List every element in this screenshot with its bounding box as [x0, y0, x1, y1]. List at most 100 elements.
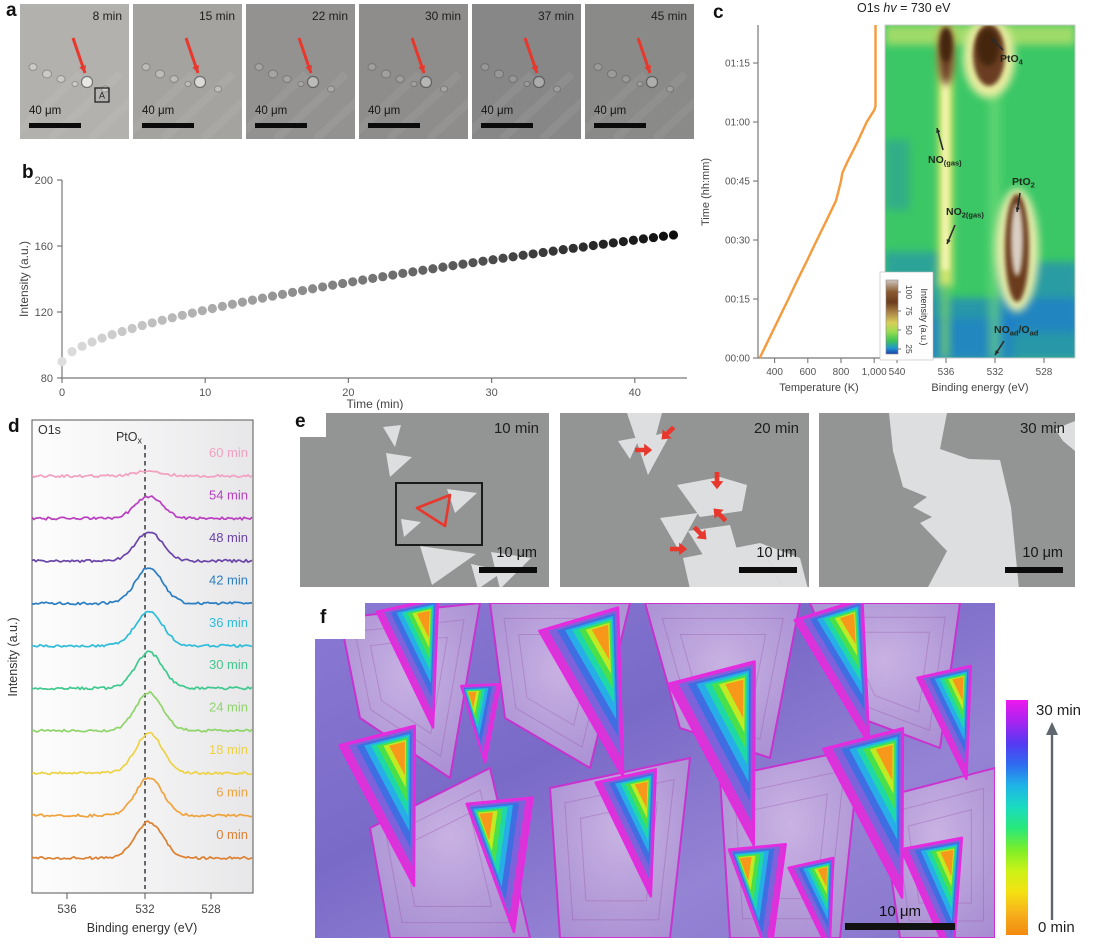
data-point	[67, 347, 77, 357]
data-point	[638, 234, 648, 244]
x-tick-label: 0	[59, 387, 65, 399]
tracked-bubble	[419, 75, 433, 89]
crystal-island	[660, 513, 698, 549]
colorbar-max-label: 30 min	[1036, 702, 1081, 719]
frame-graphics	[133, 37, 242, 139]
spectrum-time-label: 24 min	[209, 700, 248, 715]
temperature-tick-label: 800	[833, 367, 850, 378]
data-point	[197, 306, 207, 316]
crystal-island	[889, 413, 1019, 587]
growth-front-arrow	[669, 542, 688, 556]
colorbar	[885, 279, 899, 355]
time-tick-label: 00:15	[725, 295, 750, 306]
data-point	[378, 272, 388, 282]
x-tick-label: 20	[342, 387, 354, 399]
scale-label: 10 μm	[1022, 545, 1063, 561]
growth-fan-ring	[817, 867, 828, 887]
annotation-arrowhead	[644, 65, 651, 73]
growth-fan-ring	[468, 691, 477, 709]
bubble	[508, 75, 518, 83]
data-point	[328, 280, 338, 290]
frame-time-label: 22 min	[311, 9, 348, 23]
bubble	[169, 75, 179, 83]
texture-streak	[426, 97, 468, 139]
corner-label: O1s	[38, 423, 61, 437]
bubble	[621, 75, 631, 83]
panel-f-label: f	[320, 607, 327, 628]
temperature-tick-label: 400	[766, 367, 783, 378]
bubble	[440, 85, 448, 93]
sem-frame-graphics	[889, 413, 1075, 587]
texture-streak	[87, 97, 129, 139]
annotation-arrowhead	[991, 38, 996, 43]
data-point	[318, 282, 328, 292]
column-532	[988, 90, 1001, 358]
data-point	[388, 270, 398, 280]
data-point	[518, 250, 528, 260]
micrograph-frame-2: 15 min 40 μm	[133, 4, 242, 139]
bubble	[494, 69, 504, 79]
colorbar-tick-label: 50	[904, 325, 914, 335]
annotation-arrowhead	[305, 65, 312, 73]
data-point	[147, 318, 157, 328]
texture-streak	[386, 71, 462, 139]
data-point	[267, 291, 278, 301]
bubble	[214, 85, 222, 93]
bubble	[184, 80, 192, 88]
frame-time-label: 10 min	[493, 420, 539, 437]
x-axis-title: Binding energy (eV)	[87, 921, 197, 935]
bubble	[297, 80, 305, 88]
sem-frame-3: 30 min 10 μm	[819, 413, 1075, 587]
growth-fan-ring	[591, 624, 610, 661]
crystal-island	[420, 546, 476, 585]
data-point	[658, 231, 669, 241]
spectrum-time-label: 6 min	[216, 785, 248, 800]
bubble	[367, 63, 377, 71]
frame-time-label: 30 min	[424, 9, 461, 23]
scale-bar	[368, 123, 420, 128]
panel-d-spectra-chart: O1s PtOx 0 min 6 min 18 min 24 min 30 min 36 mi…	[6, 419, 254, 935]
scale-bar	[255, 123, 307, 128]
species-annotation: PtO2	[1012, 176, 1035, 190]
contour-line	[403, 812, 493, 907]
heatmap-blue-region	[885, 140, 909, 210]
scale-bar	[29, 123, 81, 128]
data-point	[157, 315, 167, 325]
data-point	[428, 264, 438, 274]
texture-streak	[652, 97, 694, 139]
bubble	[56, 75, 66, 83]
binding-energy-tick-label: 532	[987, 367, 1004, 378]
no-gas-streak-core	[942, 30, 949, 270]
frame-graphics	[585, 37, 694, 139]
panel-b-scatter-chart: 80 120 160 200 0 10 20 30 40 Time (min) Intensity …	[17, 175, 687, 410]
scale-label: 10 μm	[879, 903, 921, 920]
crystal-island	[627, 413, 672, 475]
growth-fan-ring	[739, 856, 752, 882]
bubble	[254, 63, 264, 71]
no-gas-streak-tail	[940, 285, 950, 358]
x-axis-title: Time (min)	[347, 397, 404, 410]
species-annotation: NO2(gas)	[946, 206, 984, 220]
panel-d-label: d	[8, 416, 20, 437]
x-tick-label: 10	[199, 387, 211, 399]
spectrum-time-label: 60 min	[209, 445, 248, 460]
scale-label: 40 μm	[29, 105, 62, 117]
bubble	[607, 69, 617, 79]
contour-line	[893, 787, 984, 922]
data-point	[127, 323, 137, 334]
data-point	[87, 337, 97, 347]
micrograph-frame-4: 30 min 40 μm	[359, 4, 468, 139]
tracked-bubble	[306, 75, 320, 89]
spectrum-time-label: 0 min	[216, 827, 248, 842]
crystal-island	[383, 425, 401, 447]
highlighted-triangle-outline	[415, 493, 452, 528]
growth-front-arrow	[710, 471, 724, 490]
data-point	[207, 303, 217, 314]
growth-fan-ring	[839, 613, 856, 645]
spectrum-curve	[32, 820, 253, 861]
crystal-island	[683, 543, 782, 587]
scale-bar	[479, 567, 537, 573]
data-point	[578, 242, 588, 252]
frame-time-label: 37 min	[537, 9, 574, 23]
data-point	[237, 297, 248, 307]
